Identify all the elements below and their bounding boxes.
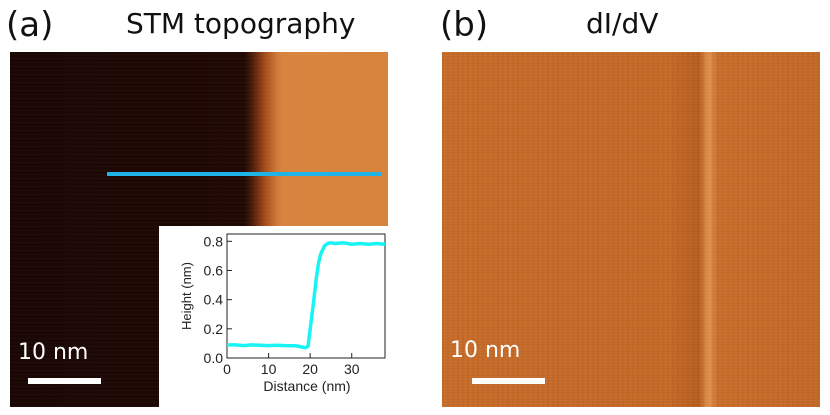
scale-bar-label-a: 10 nm [18,340,89,365]
x-tick-label: 0 [223,361,231,377]
x-tick-label: 20 [302,361,318,377]
panel-b-title: dI/dV [586,7,659,40]
scale-bar-b [472,378,545,384]
height-profile-inset: 0.0 0.2 0.4 0.6 0.8 0 10 20 30 Height (nm) Dist… [159,226,388,407]
x-tick-label: 30 [344,361,360,377]
x-tick-label: 10 [261,361,277,377]
x-axis-label: Distance (nm) [263,378,350,394]
scale-bar-a [28,378,101,384]
panel-a-title: STM topography [126,7,356,40]
plot-frame [226,233,386,359]
panel-b-letter: (b) [440,5,489,45]
y-tick-label: 0.2 [204,321,224,337]
y-tick-label: 0.8 [204,233,224,249]
y-tick-label: 0.4 [204,292,224,308]
didv-map-image: 10 nm [442,52,820,407]
line-profile-cut [107,172,381,176]
height-profile-chart: 0.0 0.2 0.4 0.6 0.8 0 10 20 30 Height (nm) Dist… [179,233,386,394]
y-tick-label: 0.6 [204,262,224,278]
height-profile-line [227,241,386,350]
y-axis-label: Height (nm) [179,262,194,330]
panel-a-letter: (a) [6,5,54,45]
y-tick-label: 0.0 [204,350,224,366]
scale-bar-label-b: 10 nm [450,338,521,363]
